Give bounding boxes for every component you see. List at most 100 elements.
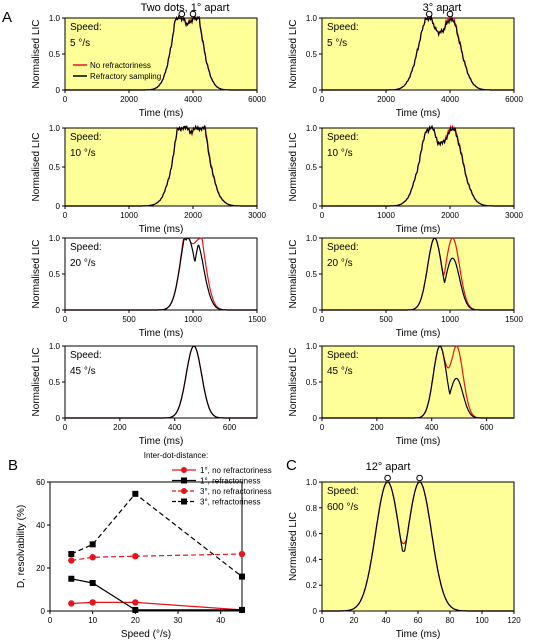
series-line [71, 601, 243, 611]
legend-marker [181, 498, 187, 505]
chart-a7: 0 200 400 600 0 0.5 1.0 Speed: 45 °/s Time (ms) No… [31, 342, 258, 447]
x-tick-label: 30 [174, 616, 183, 625]
series-line-refractory-sampling [322, 124, 514, 207]
x-tick-label: 0 [320, 423, 325, 432]
data-point [89, 580, 96, 587]
plot-background [322, 18, 514, 90]
x-tick-label: 3000 [505, 211, 523, 220]
legend-marker [181, 477, 187, 484]
x-axis-label: Time (ms) [139, 224, 184, 235]
y-axis-label: Normalised LIC [288, 133, 299, 202]
y-axis-label: D, resolvability (%) [16, 505, 27, 588]
series-line-refractory-sampling [322, 345, 514, 419]
dot-marker [416, 474, 423, 482]
speed-label: Speed: [70, 242, 102, 253]
y-tick-label: 0.2 [306, 581, 318, 590]
chart-a5: 0 500 1000 1500 0 0.5 1.0 Speed: 20 °/s Time (ms)… [31, 234, 266, 339]
speed-label: Speed: [327, 350, 359, 361]
legend-title: Inter-dot-distance: [144, 451, 208, 460]
y-tick-label: 1.0 [306, 478, 318, 487]
x-tick-label: 120 [507, 616, 521, 625]
series-line-refractory-sampling [65, 237, 257, 311]
x-tick-label: 200 [370, 423, 384, 432]
header-c: 12° apart [366, 461, 411, 473]
series-line-refractory-sampling [65, 345, 257, 419]
x-axis-label: Time (ms) [139, 108, 184, 119]
series-line-refractory-sampling [65, 14, 257, 91]
series-line-refractory-sampling [322, 481, 514, 612]
y-tick-label: 0 [313, 414, 318, 423]
x-tick-label: 0 [320, 315, 325, 324]
series-line [71, 492, 243, 578]
x-tick-label: 2000 [441, 211, 459, 220]
y-tick-label: 1.0 [306, 342, 318, 351]
speed-value: 20 °/s [70, 258, 96, 269]
y-tick-label: 1.0 [306, 124, 318, 133]
x-tick-label: 200 [113, 423, 127, 432]
x-tick-label: 1000 [377, 211, 395, 220]
dot-marker [425, 10, 433, 18]
x-tick-label: 3000 [248, 211, 266, 220]
chart-b: 0 10 20 30 40 0 20 40 60 Inter-dot-distance: 1°, n… [16, 451, 272, 640]
x-tick-label: 6000 [248, 95, 266, 104]
x-tick-label: 1000 [441, 315, 459, 324]
y-tick-label: 1.0 [306, 234, 318, 243]
x-tick-label: 1500 [505, 315, 523, 324]
y-tick-label: 0.5 [49, 270, 61, 279]
speed-value: 45 °/s [327, 366, 353, 377]
y-tick-label: 1.0 [49, 342, 61, 351]
speed-value: 5 °/s [327, 38, 347, 49]
y-tick-label: 0.5 [306, 50, 318, 59]
y-tick-label: 0 [41, 607, 46, 616]
x-axis-label: Speed (°/s) [121, 629, 171, 640]
y-tick-label: 0.6 [306, 530, 318, 539]
y-tick-label: 0 [313, 86, 318, 95]
y-axis-label: Normalised LIC [288, 348, 299, 417]
x-tick-label: 0 [63, 315, 68, 324]
x-tick-label: 0 [320, 211, 325, 220]
legend-label: 3°, no refractoriness [200, 487, 272, 496]
chart-a2: 0 2000 4000 6000 0 0.5 1.0 Speed: 5 °/s Time (ms)… [288, 10, 523, 119]
legend-label: 1°, refractoriness [200, 477, 261, 486]
y-tick-label: 0 [56, 202, 61, 211]
y-tick-label: 1.0 [49, 124, 61, 133]
data-point [68, 575, 75, 582]
x-tick-label: 400 [168, 423, 182, 432]
data-point [239, 606, 245, 613]
series-line [71, 578, 242, 611]
legend-label: No refractoriness [90, 61, 151, 70]
x-axis-label: Time (ms) [396, 436, 441, 447]
data-point [89, 554, 96, 561]
y-tick-label: 1.0 [306, 14, 318, 23]
speed-value: 10 °/s [327, 148, 353, 159]
legend-label: Refractory sampling [90, 72, 161, 81]
x-tick-label: 0 [63, 95, 68, 104]
speed-label: Speed: [70, 350, 102, 361]
y-tick-label: 0 [313, 607, 318, 616]
legend: No refractoriness Refractory sampling [73, 61, 161, 81]
y-tick-label: 0.5 [306, 378, 318, 387]
y-axis-label: Normalised LIC [31, 240, 42, 309]
x-axis-label: Time (ms) [396, 224, 441, 235]
x-tick-label: 500 [122, 315, 136, 324]
x-tick-label: 80 [446, 616, 455, 625]
series-line-refractory-sampling [65, 124, 257, 207]
data-point [239, 573, 245, 580]
x-axis-label: Time (ms) [139, 436, 184, 447]
speed-label: Speed: [327, 22, 359, 33]
y-axis-label: Normalised LIC [288, 512, 299, 581]
data-point [238, 550, 246, 558]
x-axis-label: Time (ms) [396, 108, 441, 119]
series-line-refractory-sampling [322, 237, 514, 311]
x-tick-label: 400 [425, 423, 439, 432]
chart-a1: 0 2000 4000 6000 0 0.5 1.0 Speed: 5 °/s Time (ms)… [31, 10, 266, 119]
x-tick-label: 0 [320, 616, 325, 625]
data-point [68, 557, 75, 564]
panel-label-a: A [2, 9, 12, 26]
series-line [71, 553, 243, 562]
x-tick-label: 2000 [377, 95, 395, 104]
y-tick-label: 20 [36, 564, 45, 573]
speed-label: Speed: [70, 22, 102, 33]
speed-value: 5 °/s [70, 38, 90, 49]
